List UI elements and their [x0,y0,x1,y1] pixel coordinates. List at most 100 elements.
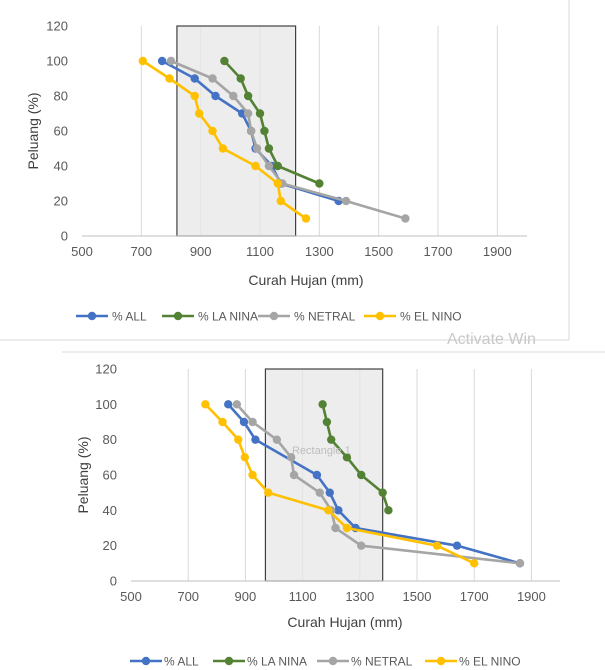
chart-1-series-netral [166,56,410,223]
chart-1-x-tick-label: 1500 [364,244,393,259]
chart-1-series-netral-point [243,109,253,118]
chart-2-y-tick-label: 120 [95,362,117,377]
chart-1-y-tick-label: 80 [54,89,68,104]
chart-1-y-tick-label: 120 [46,19,68,34]
chart-1-series-la-nina-point [220,56,229,66]
chart-2-series-all-point [239,417,249,427]
chart-1-highlight-rectangle [176,25,297,237]
chart-1-y-axis-title: Peluang (%) [25,92,41,169]
chart-1-legend-swatch-marker [87,311,97,321]
chart-2-series-all-point [251,435,260,444]
chart-2-series-el-nino-point [470,559,479,568]
chart-1-x-tick-label: 900 [190,244,212,259]
chart-2-series-el-nino-point [432,541,442,550]
chart-1-legend-swatch-marker [375,311,385,321]
chart-1-series-el-nino-point [276,196,285,206]
chart-1-series-netral-point [341,196,351,206]
chart-1-series-netral-point [264,161,274,171]
chart-1-series-all-point [238,109,247,118]
chart-2-series-la-nina-point [318,400,327,409]
chart-2-series-la-nina-point [384,506,393,515]
chart-2-series-el-nino [201,400,479,568]
chart-2-series-all-point [224,400,233,409]
chart-1-legend-item-el-nino: % EL NINO [364,310,462,324]
chart-2-series-la-nina-point [327,435,336,444]
chart-1-x-tick-label: 1700 [424,244,453,259]
chart-1-series-netral-point [401,214,410,223]
chart-2-series-netral-point [315,488,324,497]
chart-2-series-all [224,400,525,568]
chart-1-series-la-nina-point [243,91,253,101]
chart-2-legend-swatch-marker [328,656,338,666]
chart-1-series-netral-line [170,59,406,220]
chart-1-series-all-point [190,74,199,83]
chart-1-series-el-nino-point [273,179,282,188]
chart-1-legend-label: % ALL [112,310,147,324]
chart-1-series-la-nina-point [236,74,245,83]
chart-1-series-el-nino [138,56,311,223]
chart-1-series-el-nino-point [190,91,199,101]
chart-1-series-el-nino-point [165,74,174,83]
chart-1-series-el-nino-point [138,56,148,66]
chart-2-series-el-nino-line [204,403,475,565]
chart-2-series-netral-line [235,403,521,565]
chart-1-y-tick-label: 100 [46,54,68,69]
chart-2-series-netral-point [515,559,525,568]
chart-2-y-tick-label: 60 [103,468,117,483]
chart-1-legend-swatch-marker [173,311,183,321]
chart-2-series-netral-point [248,417,257,427]
chart-1-series-netral-point [208,74,217,83]
chart-2-series-la-nina-point [378,488,387,497]
chart-2-series-el-nino-point [324,506,333,515]
chart-1-series-la-nina-point [315,179,324,188]
chart-1-legend-label: % NETRAL [294,310,356,324]
chart-2-series-all-point [312,470,322,480]
chart-2-legend-item-netral: % NETRAL [317,655,413,669]
chart-1-series-el-nino-point [194,109,204,118]
chart-2-legend-label: % NETRAL [351,655,413,669]
chart-1: 500 700 900 1100 1300 1500 1700 1900 0 20 40 60 80 10… [25,19,527,324]
chart-1-legend-swatch-marker [269,311,279,321]
chart-1-series-la-nina-point [273,161,282,171]
chart-2-series-netral-point [232,400,242,409]
chart-1-series-la-nina-point [264,144,274,153]
chart-2-legend-item-all: % ALL [130,655,199,669]
chart-1-legend-label: % EL NINO [400,310,462,324]
chart-2-series-la-nina-point [342,453,352,462]
chart-1-legend-item-all: % ALL [76,310,147,324]
activate-windows-watermark: Activate Win [447,331,536,348]
chart-2-legend-item-el-nino: % EL NINO [425,655,521,669]
chart-1-y-tick-label: 20 [54,194,68,209]
chart-1-series-netral-point [246,126,256,136]
chart-2-x-axis-title: Curah Hujan (mm) [287,614,402,630]
chart-2-series-la-nina-point [357,470,366,480]
chart-2-x-tick-label: 500 [120,589,142,604]
chart-1-legend-item-netral: % NETRAL [258,310,356,324]
chart-1-x-axis-title: Curah Hujan (mm) [248,272,363,288]
chart-2-legend-swatch-marker [141,656,151,666]
chart-1-x-tick-label: 700 [130,244,152,259]
chart-1-x-tick-label: 1300 [305,244,334,259]
chart-1-series-el-nino-point [218,144,228,153]
chart-1-series-la-nina-point [260,126,269,136]
chart-1-legend-label: % LA NINA [198,310,258,324]
chart-1-y-tick-label: 0 [61,229,68,244]
chart-2-series-la-nina [318,400,393,515]
chart-2-series-all-point [325,488,334,497]
chart-2-series-el-nino-point [248,470,257,480]
chart-1-series-la-nina [220,56,324,188]
chart-1-series-el-nino-point [251,161,260,171]
chart-2-y-tick-label: 0 [110,574,117,589]
chart-2-y-tick-label: 100 [95,397,117,412]
chart-1-series-netral-point [229,91,238,101]
chart-2-y-tick-label: 40 [103,503,117,518]
chart-2-legend-label: % ALL [164,655,199,669]
chart-1-series-all-point [211,91,220,101]
rectangle-name-label: Rectangle 1 [292,445,351,457]
chart-2-x-tick-label: 900 [235,589,257,604]
chart-2-series-la-nina-point [322,417,332,427]
chart-2-x-tick-label: 1900 [517,589,546,604]
chart-2-series-netral-point [272,435,282,444]
chart-2-series-netral-point [357,541,366,550]
